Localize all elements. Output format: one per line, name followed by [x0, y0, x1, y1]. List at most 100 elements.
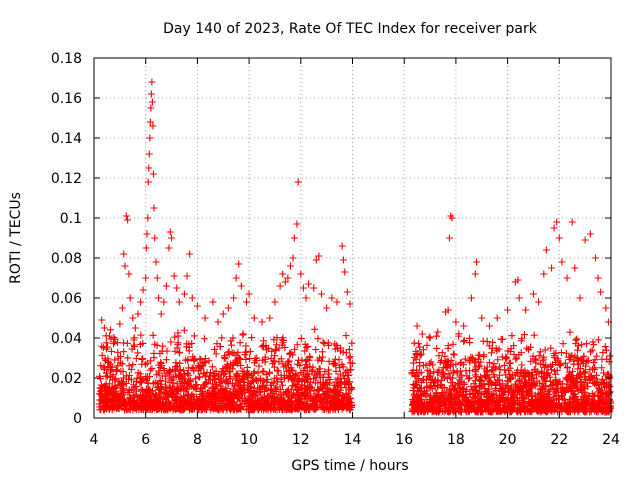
data-point: [415, 340, 423, 348]
data-point: [244, 378, 252, 386]
data-point: [598, 380, 606, 388]
data-point: [296, 395, 304, 403]
data-point: [119, 396, 127, 404]
data-point: [339, 363, 347, 371]
data-point: [285, 405, 293, 413]
data-point: [489, 338, 497, 346]
data-point: [168, 376, 176, 384]
data-point: [98, 316, 106, 324]
data-point: [579, 393, 587, 401]
data-point: [120, 339, 128, 347]
data-point: [250, 400, 258, 408]
data-point: [429, 361, 437, 369]
data-point: [154, 383, 162, 391]
data-point: [271, 298, 279, 306]
data-point: [236, 339, 244, 347]
y-tick-label: 0.02: [51, 371, 82, 387]
data-point: [312, 403, 320, 411]
data-point: [598, 364, 606, 372]
data-point: [523, 344, 531, 352]
data-point: [440, 370, 448, 378]
data-point: [291, 345, 299, 353]
data-point: [479, 337, 487, 345]
data-point: [243, 399, 251, 407]
data-point: [333, 298, 341, 306]
data-point: [200, 369, 208, 377]
data-point: [170, 272, 178, 280]
data-point: [110, 392, 118, 400]
data-point: [129, 314, 137, 322]
data-point: [115, 392, 123, 400]
data-point: [606, 352, 614, 360]
data-point: [558, 392, 566, 400]
data-point: [593, 352, 601, 360]
data-point: [141, 360, 149, 368]
data-point: [450, 351, 458, 359]
data-point: [178, 373, 186, 381]
data-point: [139, 386, 147, 394]
data-point: [567, 353, 575, 361]
data-point: [255, 362, 263, 370]
data-point: [236, 355, 244, 363]
x-tick-label: 20: [499, 432, 517, 448]
data-point: [258, 343, 266, 351]
data-point: [267, 381, 275, 389]
data-point: [249, 391, 257, 399]
data-point: [196, 400, 204, 408]
data-point: [213, 340, 221, 348]
data-point: [173, 364, 181, 372]
data-point: [467, 294, 475, 302]
data-point: [334, 345, 342, 353]
data-point: [200, 335, 208, 343]
data-point: [179, 383, 187, 391]
data-point: [272, 396, 280, 404]
data-point: [133, 406, 141, 414]
data-point: [582, 375, 590, 383]
data-point: [146, 373, 154, 381]
data-point: [125, 389, 133, 397]
data-point: [287, 398, 295, 406]
data-point: [343, 288, 351, 296]
data-point: [132, 354, 140, 362]
data-point: [568, 351, 576, 359]
data-point: [532, 396, 540, 404]
data-point: [205, 357, 213, 365]
data-point: [522, 373, 530, 381]
data-point: [601, 343, 609, 351]
data-point: [144, 178, 152, 186]
data-point: [492, 402, 500, 410]
data-point: [450, 385, 458, 393]
data-point: [341, 268, 349, 276]
data-point: [559, 340, 567, 348]
data-point: [112, 384, 120, 392]
data-point: [497, 335, 505, 343]
data-point: [313, 396, 321, 404]
data-point: [518, 335, 526, 343]
data-point: [226, 394, 234, 402]
data-point: [443, 375, 451, 383]
data-point: [262, 342, 270, 350]
data-point: [235, 260, 243, 268]
data-point: [285, 372, 293, 380]
data-point: [271, 345, 279, 353]
data-point: [563, 364, 571, 372]
data-point: [256, 375, 264, 383]
data-point: [148, 98, 156, 106]
data-point: [250, 314, 258, 322]
data-point: [277, 375, 285, 383]
data-point: [144, 214, 152, 222]
data-point: [201, 358, 209, 366]
data-point: [566, 328, 574, 336]
data-point: [246, 348, 254, 356]
data-point: [194, 361, 202, 369]
data-point: [160, 367, 168, 375]
data-point: [178, 402, 186, 410]
data-point: [197, 398, 205, 406]
data-point: [583, 340, 591, 348]
data-point: [108, 398, 116, 406]
data-point: [203, 369, 211, 377]
data-point: [485, 359, 493, 367]
data-point: [544, 387, 552, 395]
data-point: [326, 376, 334, 384]
data-point: [598, 375, 606, 383]
